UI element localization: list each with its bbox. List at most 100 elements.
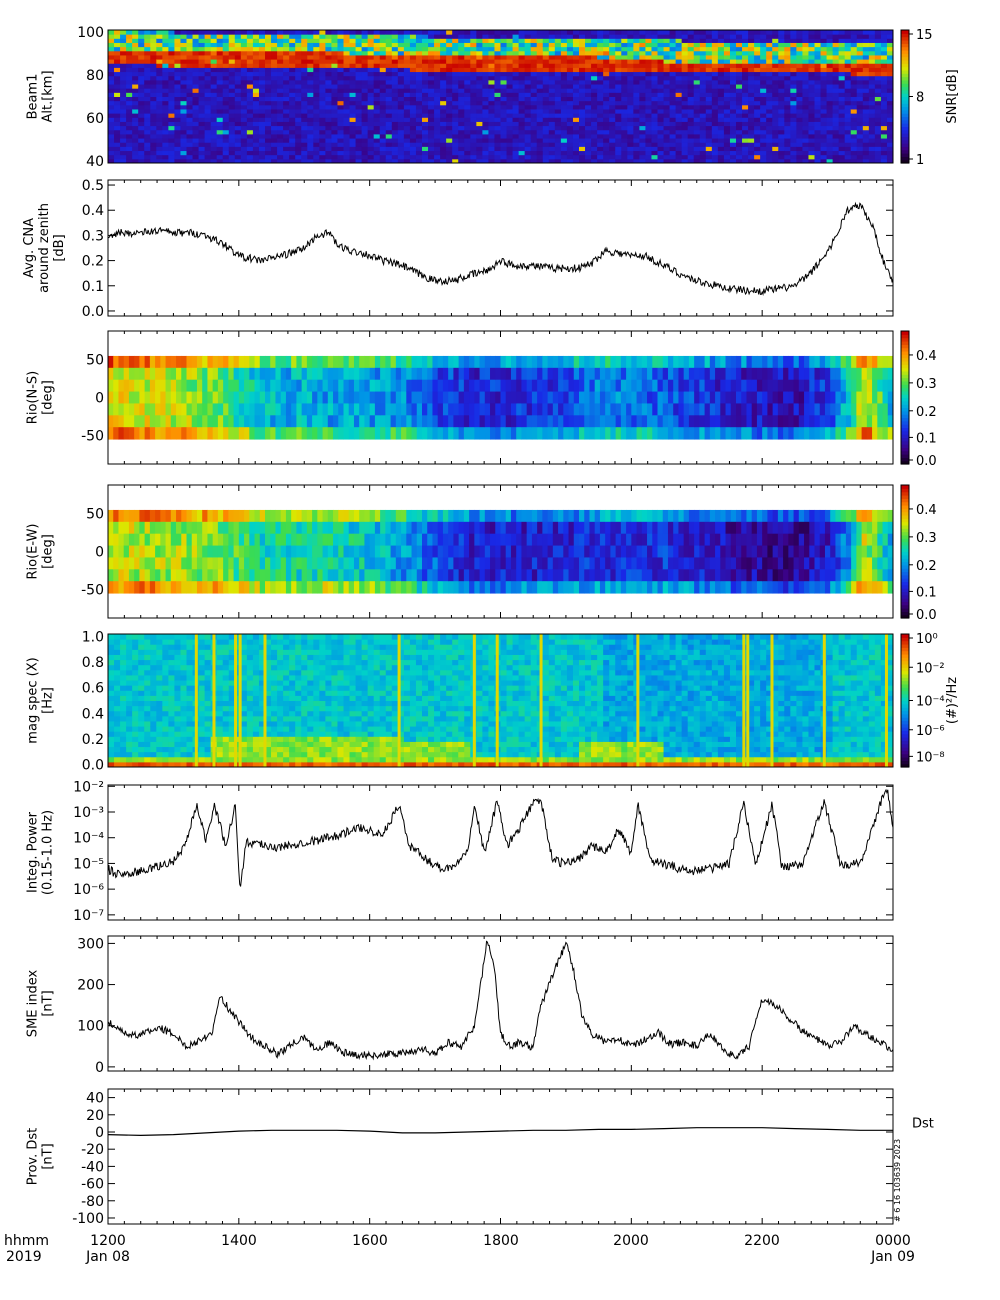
heatmap-cell xyxy=(240,150,248,156)
heatmap-cell xyxy=(210,38,218,43)
heatmap-cell xyxy=(401,415,407,428)
heatmap-cell xyxy=(440,84,447,89)
heatmap-cell xyxy=(446,150,453,156)
heatmap-cell xyxy=(162,88,169,93)
heatmap-cell xyxy=(191,367,198,381)
heatmap-cell xyxy=(367,146,375,152)
heatmap-cell xyxy=(566,42,574,48)
heatmap-cell xyxy=(621,142,628,147)
heatmap-cell xyxy=(156,92,163,97)
heatmap-cell xyxy=(313,150,320,156)
heatmap-cell xyxy=(409,146,417,152)
heatmap-cell xyxy=(249,379,256,393)
heatmap-cell xyxy=(699,121,707,127)
heatmap-cell xyxy=(826,154,834,160)
heatmap-cell xyxy=(403,146,411,152)
heatmap-cell xyxy=(820,63,828,68)
heatmap-cell xyxy=(639,34,646,39)
heatmap-cell xyxy=(249,355,256,369)
heatmap-cell xyxy=(844,88,852,93)
heatmap-cell xyxy=(518,50,526,56)
heatmap-cell xyxy=(422,71,429,77)
heatmap-cell xyxy=(361,50,369,56)
heatmap-cell xyxy=(476,34,483,39)
heatmap-cell xyxy=(180,121,187,127)
heatmap-cell xyxy=(633,96,640,102)
heatmap-cell xyxy=(603,71,610,77)
heatmap-cell xyxy=(283,104,290,110)
heatmap-cell xyxy=(591,34,598,39)
heatmap-cell xyxy=(233,355,240,369)
heatmap-cell xyxy=(440,108,447,114)
heatmap-cell xyxy=(500,121,508,127)
heatmap-cell xyxy=(162,146,169,152)
heatmap-cell xyxy=(207,379,214,393)
heatmap-cell xyxy=(313,96,320,102)
heatmap-cell xyxy=(717,154,725,160)
heatmap-cell xyxy=(494,84,501,89)
heatmap-cell xyxy=(367,108,375,114)
heatmap-cell xyxy=(796,59,803,64)
heatmap-cell xyxy=(452,142,459,147)
heatmap-cell xyxy=(542,96,550,102)
heatmap-cell xyxy=(506,34,514,39)
heatmap-cell xyxy=(699,100,707,106)
heatmap-cell xyxy=(291,391,297,404)
heatmap-cell xyxy=(778,59,785,64)
heatmap-cell xyxy=(144,427,151,440)
heatmap-cell xyxy=(886,158,894,164)
heatmap-cell xyxy=(687,154,695,160)
heatmap-cell xyxy=(778,88,785,93)
heatmap-cell xyxy=(464,117,471,122)
heatmap-cell xyxy=(482,158,489,164)
heatmap-cell xyxy=(319,79,326,85)
heatmap-cell xyxy=(313,59,320,64)
heatmap-cell xyxy=(579,142,586,147)
heatmap-cell xyxy=(415,75,423,81)
heatmap-cell xyxy=(470,59,477,64)
heatmap-cell xyxy=(675,100,683,106)
heatmap-cell xyxy=(174,34,181,39)
heatmap-cell xyxy=(820,67,828,73)
heatmap-cell xyxy=(355,38,363,43)
heatmap-cell xyxy=(524,129,532,135)
heatmap-cell xyxy=(609,75,616,81)
heatmap-cell xyxy=(663,125,671,131)
heatmap-cell xyxy=(729,46,737,52)
heatmap-cell xyxy=(669,142,677,147)
heatmap-cell xyxy=(246,54,254,60)
heatmap-cell xyxy=(603,92,610,97)
heatmap-cell xyxy=(252,125,260,131)
heatmap-cell xyxy=(162,30,169,35)
heatmap-cell xyxy=(422,146,429,152)
heatmap-cell xyxy=(844,42,852,48)
heatmap-cell xyxy=(579,96,586,102)
heatmap-cell xyxy=(361,79,369,85)
heatmap-cell xyxy=(458,100,465,106)
heatmap-cell xyxy=(403,138,411,143)
heatmap-cell xyxy=(808,138,815,143)
heatmap-cell xyxy=(367,133,375,139)
heatmap-cell xyxy=(168,117,175,122)
heatmap-cell xyxy=(633,138,640,143)
heatmap-cell xyxy=(367,50,375,56)
heatmap-cell xyxy=(820,104,828,110)
heatmap-cell xyxy=(603,30,610,35)
heatmap-cell xyxy=(373,158,381,164)
heatmap-cell xyxy=(723,79,731,85)
heatmap-cell xyxy=(234,79,242,85)
heatmap-cell xyxy=(312,427,318,440)
heatmap-cell xyxy=(820,30,828,35)
heatmap-cell xyxy=(754,59,761,64)
heatmap-cell xyxy=(748,71,755,77)
heatmap-cell xyxy=(114,138,121,143)
heatmap-cell xyxy=(693,42,701,48)
heatmap-cell xyxy=(832,38,840,43)
heatmap-cell xyxy=(114,133,121,139)
heatmap-cell xyxy=(548,129,556,135)
heatmap-cell xyxy=(240,121,248,127)
heatmap-cell xyxy=(168,129,175,135)
heatmap-cell xyxy=(717,146,725,152)
heatmap-cell xyxy=(397,38,405,43)
heatmap-cell xyxy=(258,154,266,160)
